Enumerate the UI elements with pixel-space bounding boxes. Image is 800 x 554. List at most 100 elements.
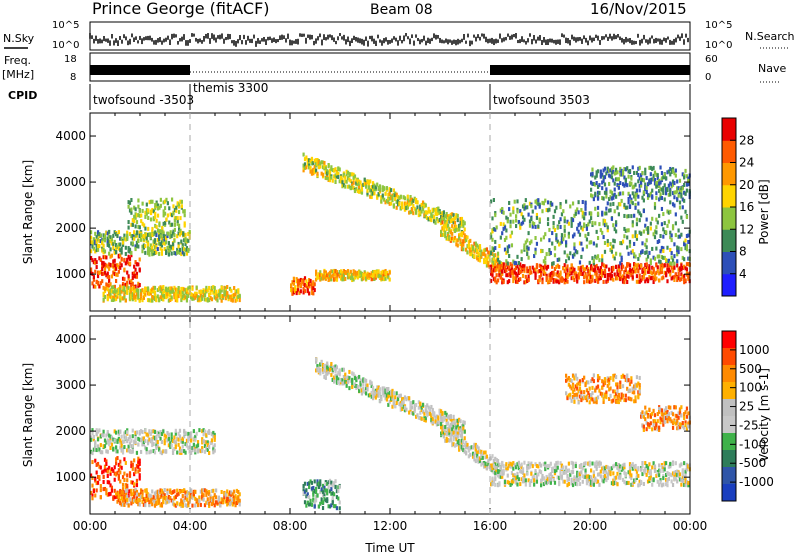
data-cell bbox=[491, 273, 494, 278]
data-cell bbox=[570, 220, 573, 225]
data-cell bbox=[155, 296, 158, 301]
data-cell bbox=[499, 267, 502, 272]
data-cell bbox=[438, 210, 441, 215]
data-cell bbox=[133, 214, 136, 219]
data-cell bbox=[176, 216, 179, 221]
data-cell bbox=[206, 440, 209, 445]
data-cell bbox=[395, 192, 398, 197]
data-cell bbox=[638, 165, 641, 170]
data-cell bbox=[578, 270, 582, 275]
data-cell bbox=[478, 246, 482, 251]
data-cell bbox=[324, 166, 327, 171]
data-cell bbox=[521, 264, 525, 269]
data-cell bbox=[119, 489, 122, 494]
data-cell bbox=[170, 498, 173, 503]
data-cell bbox=[173, 208, 176, 213]
data-cell bbox=[352, 180, 355, 185]
data-cell bbox=[213, 294, 216, 299]
data-cell bbox=[94, 440, 97, 445]
data-cell bbox=[151, 199, 154, 204]
data-cell bbox=[590, 216, 593, 221]
data-cell bbox=[180, 498, 183, 503]
data-cell bbox=[641, 241, 644, 246]
data-cell bbox=[121, 482, 125, 487]
data-cell bbox=[562, 237, 565, 242]
data-cell bbox=[191, 495, 194, 500]
data-cell bbox=[234, 501, 237, 506]
data-cell bbox=[162, 490, 165, 495]
data-cell bbox=[320, 160, 323, 165]
data-cell bbox=[328, 489, 332, 494]
data-cell bbox=[621, 278, 625, 283]
data-cell bbox=[327, 485, 330, 490]
data-cell bbox=[233, 489, 236, 494]
data-cell bbox=[133, 492, 136, 497]
data-cell bbox=[213, 432, 216, 437]
data-cell bbox=[548, 248, 551, 253]
data-cell bbox=[124, 499, 127, 504]
data-cell bbox=[158, 234, 161, 239]
data-cell bbox=[234, 292, 237, 297]
data-cell bbox=[146, 492, 150, 497]
data-cell bbox=[91, 281, 94, 286]
data-cell bbox=[130, 253, 133, 258]
data-cell bbox=[445, 219, 448, 224]
data-cell bbox=[149, 232, 153, 237]
data-cell bbox=[370, 394, 373, 399]
data-cell bbox=[358, 388, 361, 393]
data-cell bbox=[103, 236, 107, 241]
data-cell bbox=[526, 238, 529, 243]
data-cell bbox=[530, 204, 533, 209]
data-cell bbox=[126, 290, 129, 295]
data-cell bbox=[117, 436, 120, 441]
data-cell bbox=[188, 229, 191, 234]
data-cell bbox=[334, 367, 337, 372]
data-cell bbox=[335, 174, 339, 179]
data-cell bbox=[188, 437, 191, 442]
data-cell bbox=[378, 391, 382, 396]
data-cell bbox=[92, 241, 95, 246]
data-cell bbox=[113, 297, 116, 302]
data-cell bbox=[162, 429, 165, 434]
data-cell bbox=[677, 271, 680, 276]
data-cell bbox=[119, 479, 122, 484]
data-cell bbox=[596, 276, 600, 281]
data-cell bbox=[133, 439, 136, 444]
data-cell bbox=[391, 394, 394, 399]
data-cell bbox=[91, 431, 94, 436]
data-cell bbox=[683, 182, 686, 187]
data-cell bbox=[506, 249, 509, 254]
data-cell bbox=[163, 206, 167, 211]
data-cell bbox=[610, 249, 614, 254]
data-cell bbox=[646, 254, 650, 259]
noise-trace bbox=[89, 33, 689, 47]
data-cell bbox=[351, 185, 354, 190]
data-cell bbox=[208, 445, 211, 450]
data-cell bbox=[677, 228, 680, 233]
data-cell bbox=[387, 392, 390, 397]
data-cell bbox=[170, 244, 173, 249]
data-cell bbox=[302, 168, 305, 173]
data-cell bbox=[624, 167, 627, 172]
data-cell bbox=[291, 287, 294, 292]
data-cell bbox=[630, 269, 633, 274]
data-cell bbox=[121, 240, 125, 245]
data-cell bbox=[113, 477, 116, 482]
data-cell bbox=[563, 263, 566, 268]
data-cell bbox=[620, 198, 623, 203]
data-cell bbox=[509, 269, 512, 274]
data-cell bbox=[358, 374, 361, 379]
data-cell bbox=[501, 262, 504, 267]
data-cell bbox=[130, 295, 133, 300]
data-cell bbox=[633, 184, 636, 189]
data-cell bbox=[141, 495, 144, 500]
data-cell bbox=[628, 181, 632, 186]
data-cell bbox=[144, 210, 147, 215]
data-cell bbox=[92, 260, 95, 265]
data-cell bbox=[496, 254, 500, 259]
data-cell bbox=[665, 176, 668, 181]
data-cell bbox=[331, 501, 334, 506]
data-cell bbox=[559, 272, 562, 277]
data-cell bbox=[460, 216, 464, 221]
data-cell bbox=[126, 260, 129, 265]
